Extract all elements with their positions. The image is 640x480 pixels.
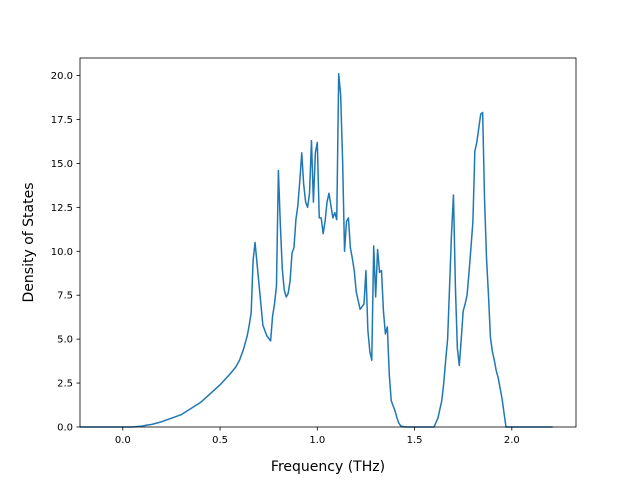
dos-series-line [80, 73, 553, 428]
x-axis-label: Frequency (THz) [271, 459, 385, 475]
x-axis-ticks: 0.0 0.5 1.0 1.5 2.0 [115, 427, 520, 446]
x-tick-label: 0.0 [115, 435, 131, 446]
y-tick-label: 0.0 [57, 423, 73, 434]
y-tick-label: 12.5 [51, 203, 73, 214]
y-tick-label: 17.5 [51, 115, 73, 126]
axes-frame [79, 57, 577, 428]
y-tick-label: 5.0 [57, 335, 73, 346]
plot-area [80, 73, 553, 428]
y-tick-label: 10.0 [51, 247, 73, 258]
y-axis-label: Density of States [21, 183, 37, 303]
x-tick-label: 1.0 [309, 435, 325, 446]
x-tick-label: 2.0 [504, 435, 520, 446]
y-tick-label: 15.0 [51, 159, 73, 170]
x-tick-label: 1.5 [407, 435, 423, 446]
x-tick-label: 0.5 [212, 435, 228, 446]
y-tick-label: 20.0 [51, 71, 73, 82]
y-tick-label: 7.5 [57, 291, 73, 302]
y-tick-label: 2.5 [57, 379, 73, 390]
y-axis-ticks: 0.0 2.5 5.0 7.5 10.0 12.5 15.0 17.5 20.0 [51, 71, 80, 434]
